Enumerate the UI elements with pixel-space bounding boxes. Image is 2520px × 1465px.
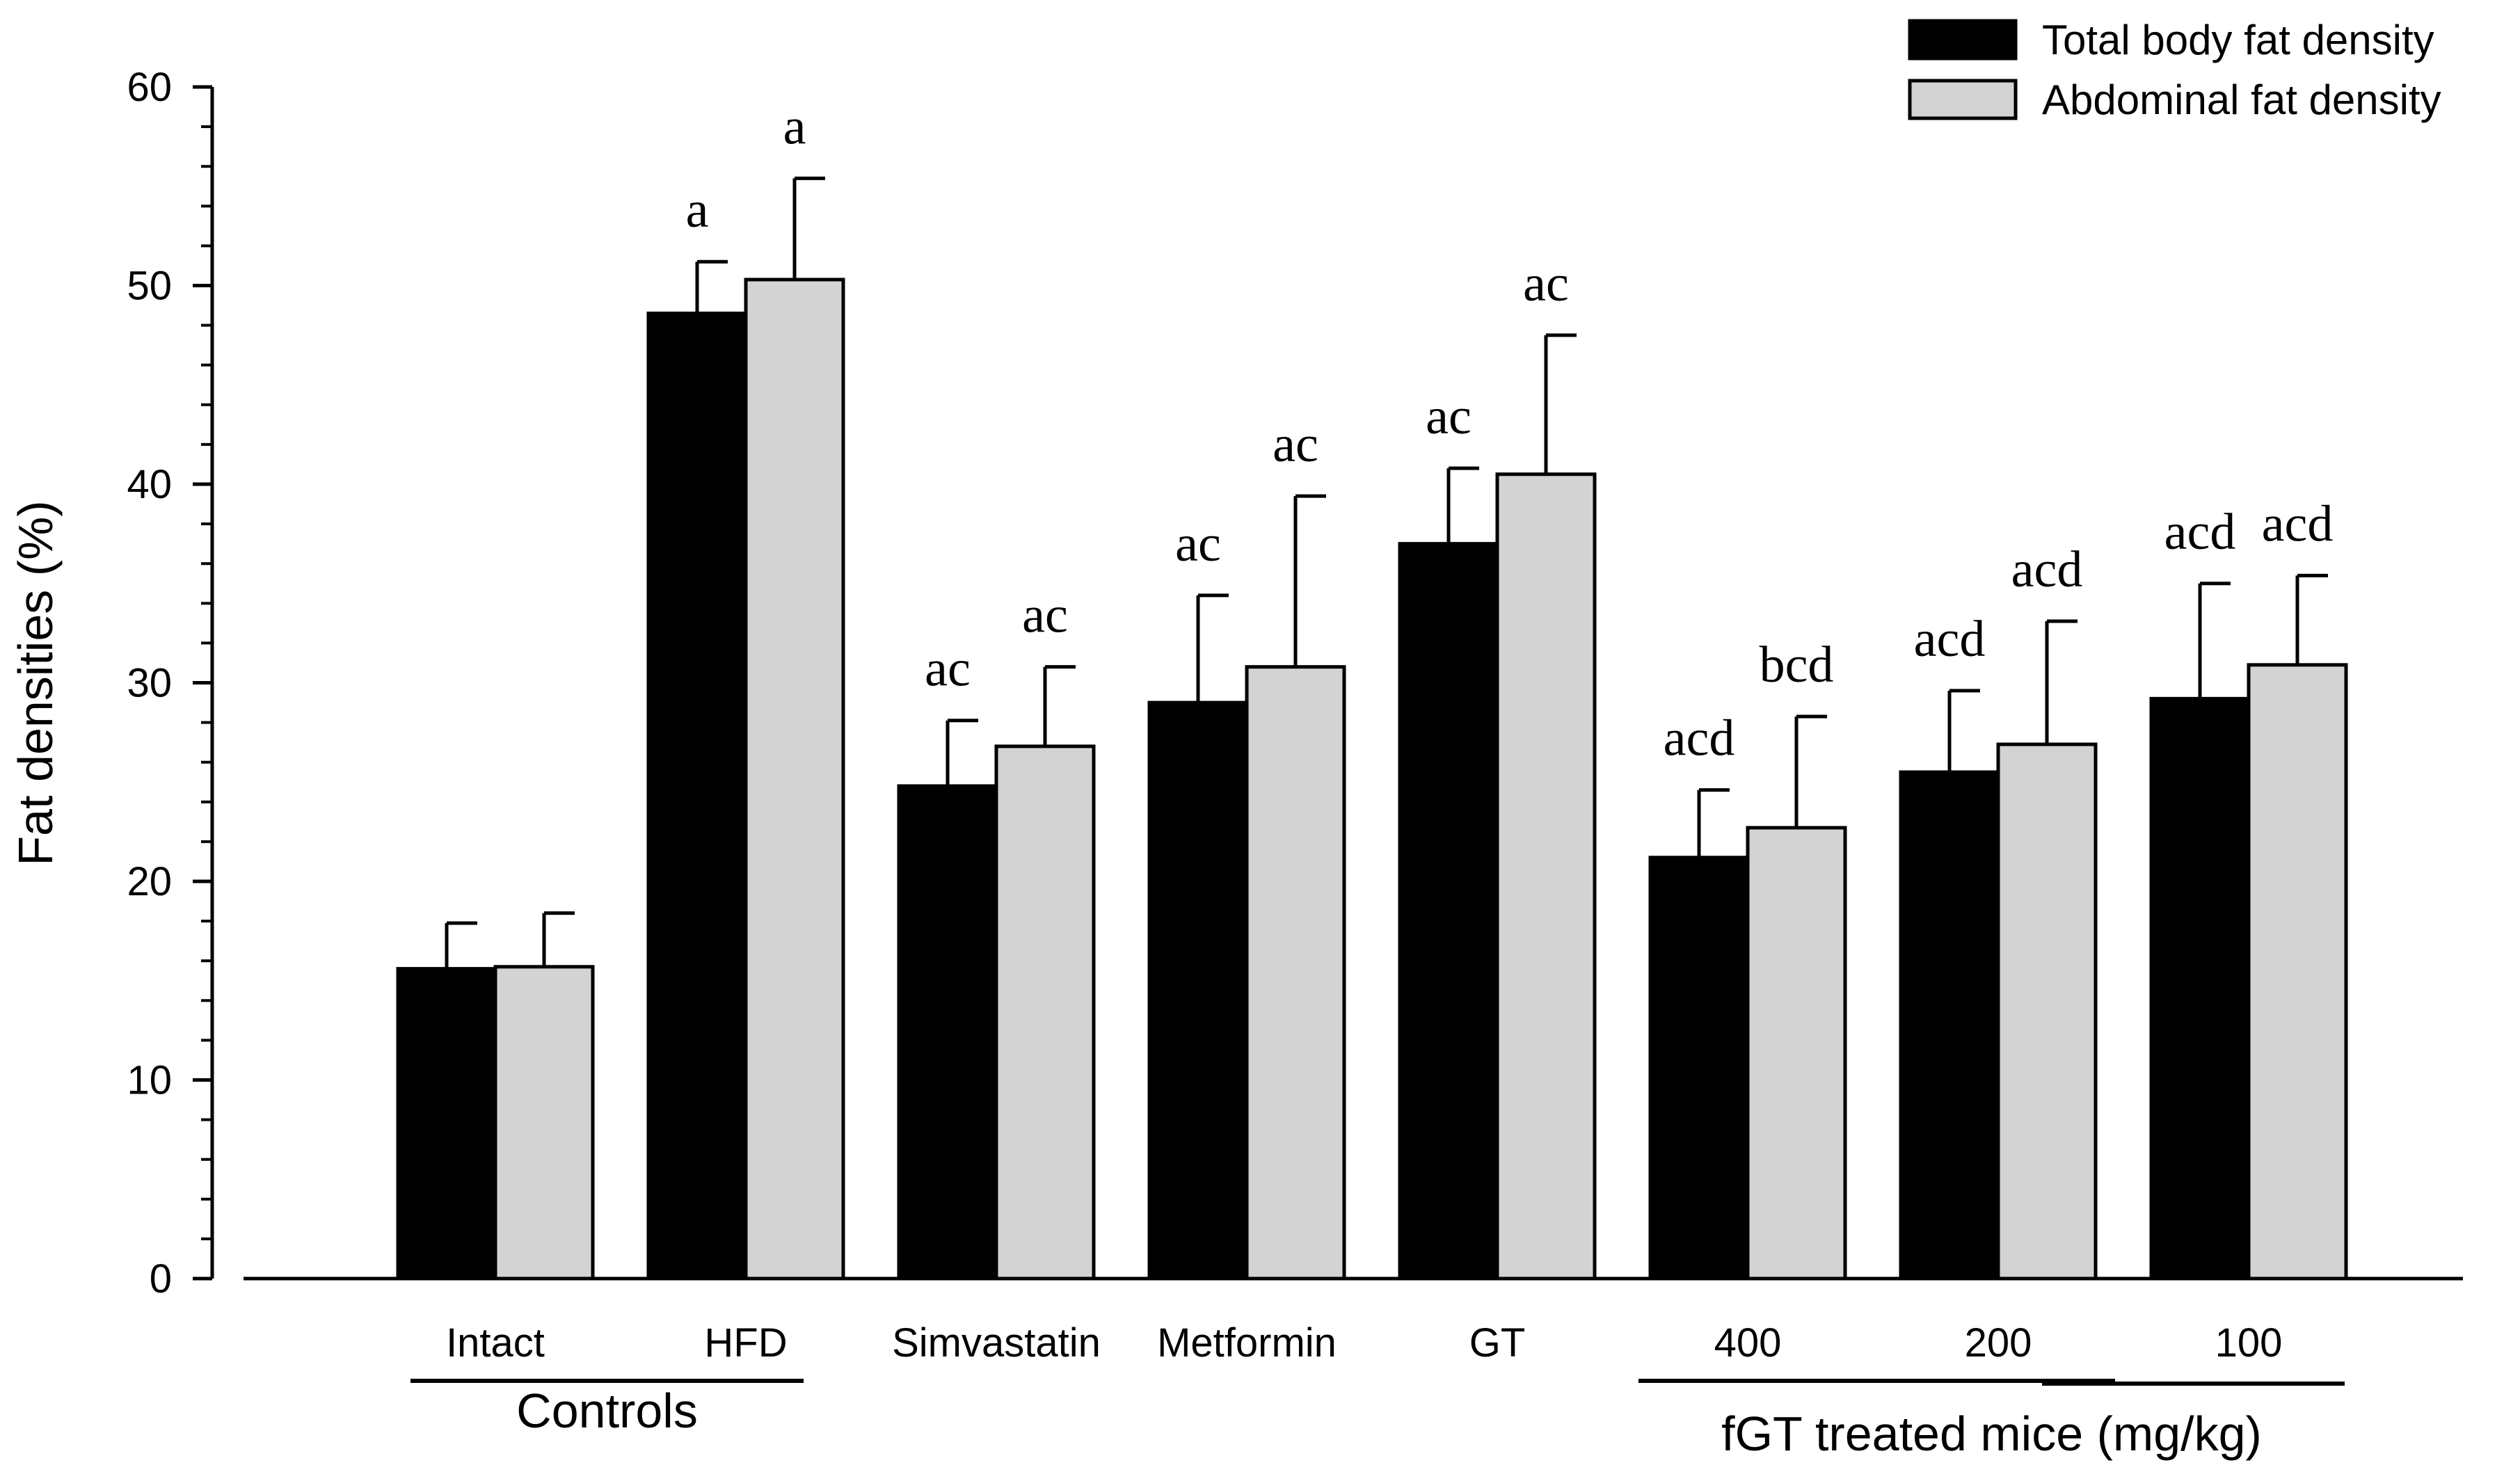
legend-swatch-abdominal [1908,79,2018,120]
significance-label: a [783,98,806,155]
significance-label: bcd [1760,637,1834,694]
bar-total-simvastatin [897,784,998,1281]
significance-label: ac [1273,416,1318,473]
category-label-gt: GT [1469,1320,1526,1366]
bar-total-intact [396,967,497,1281]
group-label: Controls [516,1384,698,1438]
y-tick-label: 20 [127,859,172,904]
error-bars [445,176,2328,969]
bar-total-400 [1648,856,1750,1281]
y-axis: 0 10 20 30 40 50 60 [127,65,214,1302]
significance-label: acd [2164,504,2236,561]
legend-label-total: Total body fat density [2042,17,2434,63]
significance-label: ac [1022,587,1068,644]
significance-label: acd [2011,541,2083,598]
legend: Total body fat density Abdominal fat dens… [1908,17,2441,123]
category-label-hfd: HFD [704,1320,787,1366]
y-tick-label: 0 [150,1256,172,1302]
category-label-200: 200 [1965,1320,2032,1366]
bar-abdominal-100 [2247,663,2348,1281]
bar-total-hfd [646,311,748,1281]
significance-label: acd [1664,710,1735,767]
significance-label: ac [1175,515,1221,573]
category-label-simvastatin: Simvastatin [892,1320,1101,1366]
category-label-metformin: Metformin [1157,1320,1337,1366]
legend-swatch-total [1908,19,2018,61]
y-tick-label: 10 [127,1058,172,1103]
category-label-100: 100 [2215,1320,2283,1366]
significance-label: ac [1426,388,1472,445]
bars [396,278,2348,1281]
category-labels: Intact HFD Simvastatin Metformin GT 400 200 100 [446,1320,2282,1366]
significance-label: acd [1914,611,1986,668]
y-axis-title: Fat densities (%) [8,500,63,865]
bar-total-200 [1899,770,2000,1281]
significance-label: a [686,182,709,239]
bar-abdominal-intact [493,965,595,1281]
bar-total-metformin [1147,701,1249,1281]
category-label-intact: Intact [446,1320,545,1366]
bar-abdominal-metformin [1245,665,1346,1281]
y-tick-label: 30 [127,661,172,706]
significance-label: ac [925,641,971,698]
y-tick-label: 60 [127,65,172,110]
bar-abdominal-400 [1746,826,1847,1281]
bar-total-100 [2149,696,2251,1281]
legend-label-abdominal: Abdominal fat density [2042,77,2441,123]
y-tick-label: 50 [127,264,172,309]
significance-label: acd [2262,495,2334,552]
significance-label: ac [1523,255,1569,312]
category-label-400: 400 [1714,1320,1782,1366]
y-tick-label: 40 [127,462,172,507]
bar-abdominal-200 [1996,742,2098,1281]
bar-abdominal-gt [1495,472,1597,1281]
bar-abdominal-simvastatin [994,744,1096,1281]
group-label: fGT treated mice (mg/kg) [1721,1407,2262,1461]
bar-total-gt [1398,542,1499,1281]
group-labels: Controls fGT treated mice (mg/kg) [410,1379,2345,1461]
bar-abdominal-hfd [744,278,845,1281]
